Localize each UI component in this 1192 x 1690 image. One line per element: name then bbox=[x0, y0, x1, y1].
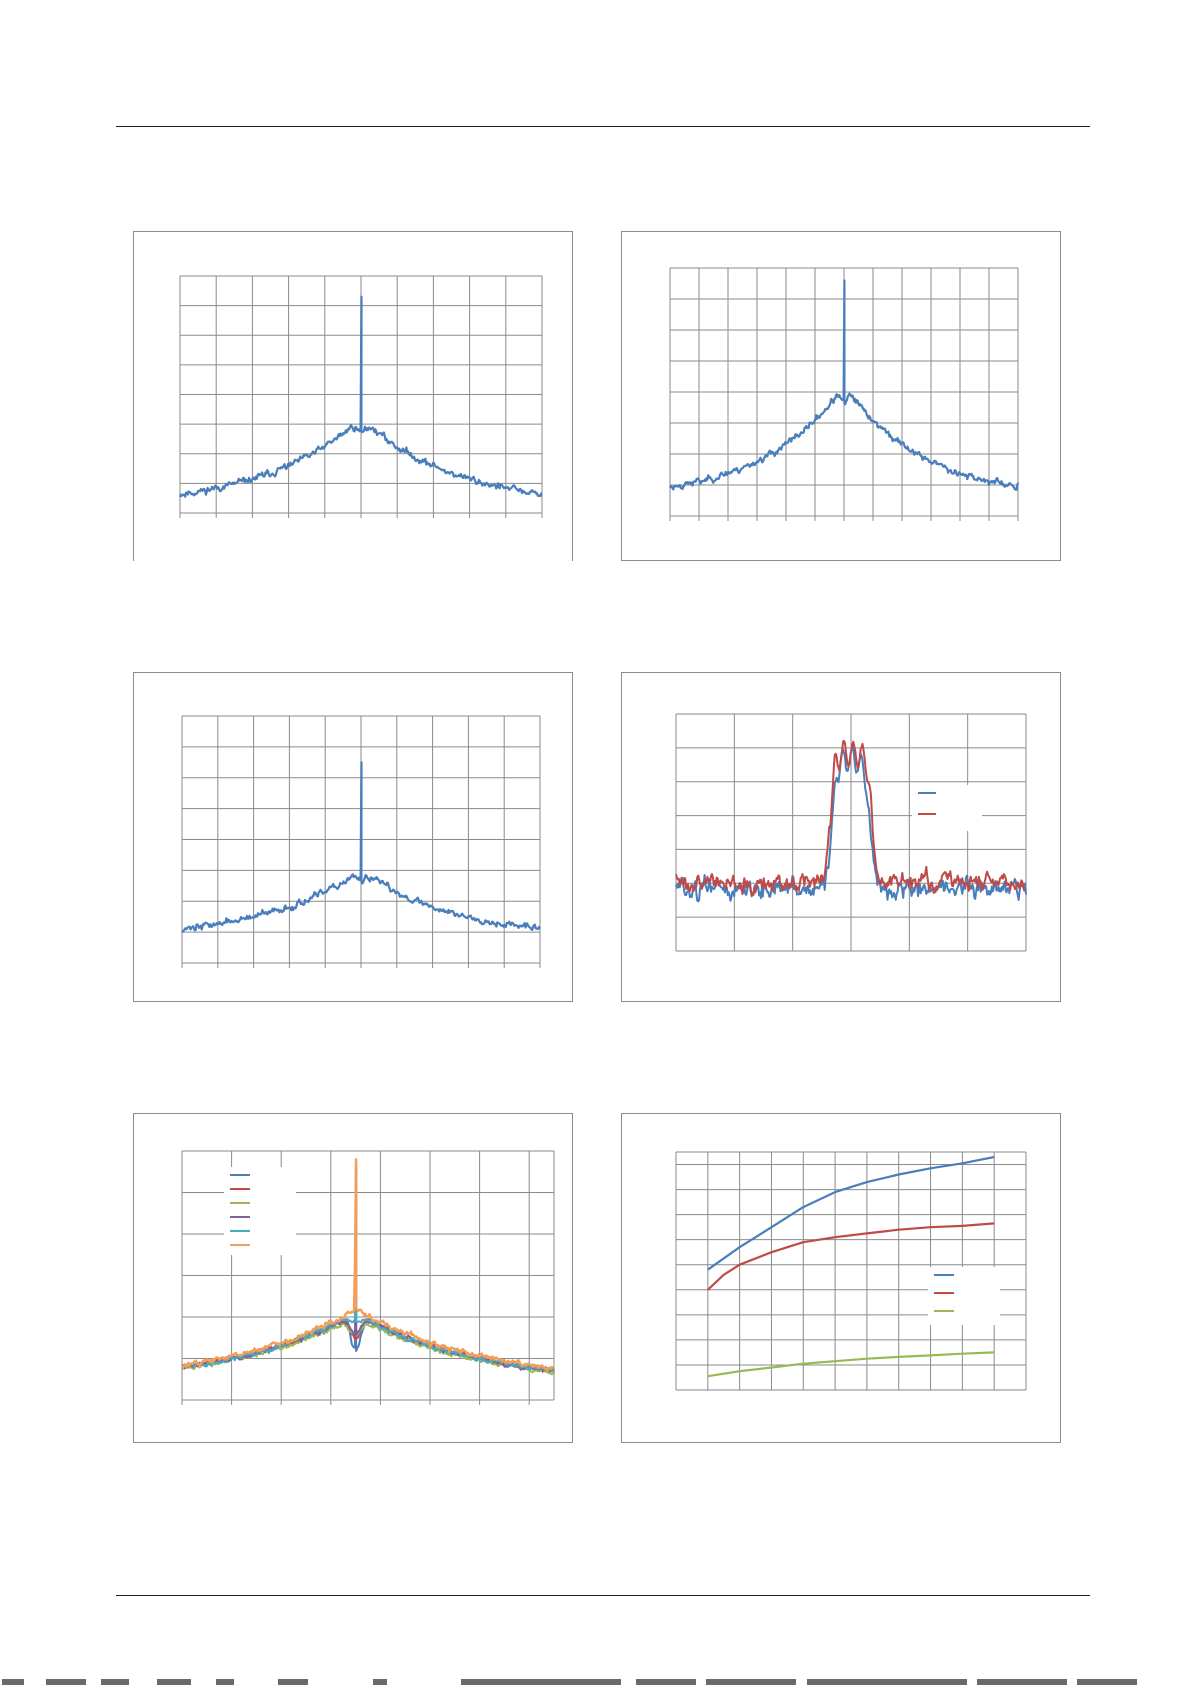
legend-background bbox=[928, 1267, 1000, 1325]
footer-rule bbox=[116, 1595, 1090, 1596]
chart-panel-3 bbox=[133, 672, 573, 1002]
series-line-6 bbox=[180, 1158, 555, 1372]
series-line-2 bbox=[675, 740, 1027, 896]
series-line-3 bbox=[707, 1351, 995, 1378]
chart-panel-1 bbox=[133, 231, 573, 561]
series-line-1 bbox=[178, 295, 543, 498]
series-line-2 bbox=[707, 1222, 995, 1291]
chart-5-plot bbox=[180, 1150, 555, 1405]
chart-1-plot bbox=[178, 275, 543, 518]
chart-2-plot bbox=[669, 267, 1020, 521]
chart-panel-5 bbox=[133, 1113, 573, 1443]
chart-panel-4 bbox=[621, 672, 1061, 1002]
legend bbox=[224, 1167, 296, 1255]
legend bbox=[928, 1267, 1000, 1325]
series-line-1 bbox=[669, 279, 1020, 491]
legend bbox=[912, 785, 982, 831]
chart-panel-6 bbox=[621, 1113, 1061, 1443]
header-rule bbox=[116, 126, 1090, 127]
grid bbox=[675, 713, 1027, 952]
chart-3-plot bbox=[181, 715, 541, 968]
footer-text-strip bbox=[0, 1672, 1192, 1685]
series-line-1 bbox=[181, 761, 541, 933]
chart-4-plot bbox=[675, 713, 1027, 952]
legend-background bbox=[912, 785, 982, 831]
chart-panel-2 bbox=[621, 231, 1061, 561]
chart-6-plot bbox=[675, 1151, 1027, 1391]
legend-background bbox=[224, 1167, 296, 1255]
series-line-1 bbox=[707, 1155, 995, 1271]
